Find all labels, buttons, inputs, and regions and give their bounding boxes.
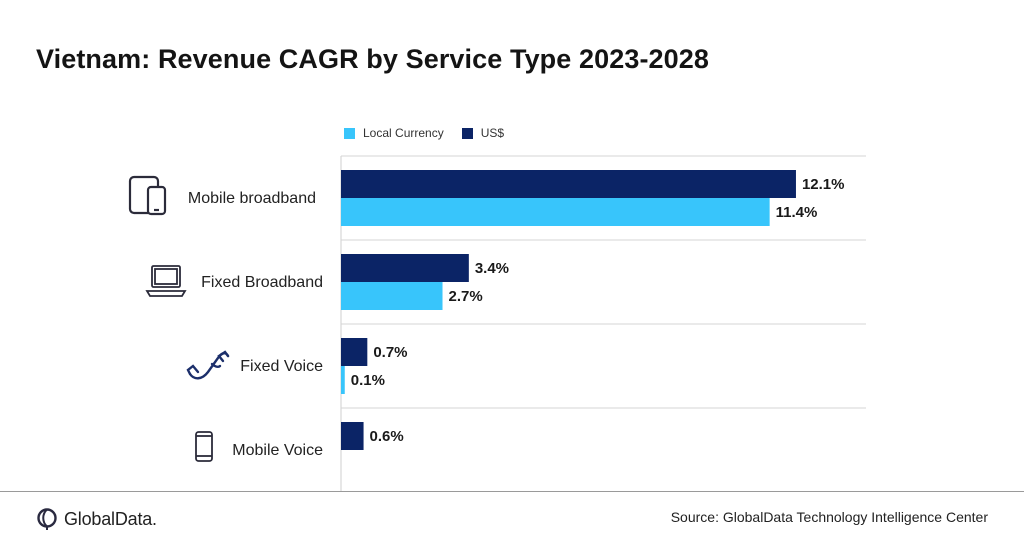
- chart-legend: Local Currency US$: [344, 126, 522, 140]
- legend-item-usd: US$: [461, 126, 505, 140]
- bar-usd: [341, 254, 469, 282]
- data-label: 2.7%: [449, 288, 483, 305]
- brand-logo: GlobalData.: [36, 507, 157, 531]
- source-note: Source: GlobalData Technology Intelligen…: [670, 509, 988, 525]
- legend-swatch-local-currency: [344, 127, 355, 139]
- bar-local-currency: [341, 198, 770, 226]
- category-label: Fixed Voice: [240, 358, 323, 375]
- bar-local-currency: [341, 282, 443, 310]
- data-label: 3.4%: [475, 260, 509, 277]
- data-label: 0.1%: [351, 372, 385, 389]
- data-label: 12.1%: [802, 176, 845, 193]
- legend-label-local-currency: Local Currency: [363, 126, 444, 140]
- legend-label-usd: US$: [480, 126, 505, 140]
- bar-usd: [341, 338, 368, 366]
- chart-title: Vietnam: Revenue CAGR by Service Type 20…: [36, 44, 710, 74]
- bar-local-currency: [341, 366, 345, 394]
- footer-divider: [0, 491, 1024, 492]
- laptop-icon: [145, 265, 187, 297]
- telephone-handset-icon: [186, 350, 230, 380]
- legend-item-local-currency: Local Currency: [344, 126, 444, 140]
- category-label: Mobile Voice: [232, 442, 323, 459]
- bar-usd: [341, 422, 364, 450]
- data-label: 0.6%: [370, 428, 404, 445]
- category-label: Fixed Broadband: [201, 274, 323, 291]
- tablet-phone-icon: [128, 175, 167, 216]
- data-label: 0.7%: [373, 344, 407, 361]
- legend-swatch-usd: [461, 127, 473, 139]
- bar-usd: [341, 170, 796, 198]
- category-label: Mobile broadband: [188, 190, 316, 207]
- mobile-phone-icon: [195, 431, 213, 462]
- data-label: 11.4%: [776, 204, 818, 221]
- brand-name: GlobalData.: [64, 508, 157, 529]
- globaldata-logo-icon: [37, 508, 57, 530]
